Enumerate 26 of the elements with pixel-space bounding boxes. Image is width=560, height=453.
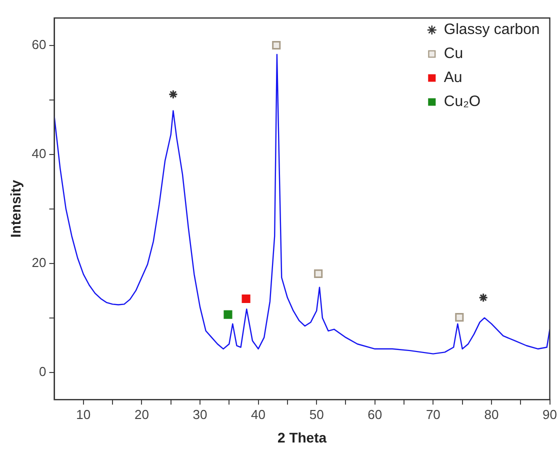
legend-label: Glassy carbon (444, 21, 540, 38)
point (478, 292, 488, 302)
x-tick-label: 10 (76, 406, 91, 422)
legend-label: Au (444, 69, 462, 86)
point (168, 90, 178, 100)
point (455, 313, 464, 322)
x-tick-label: 60 (368, 406, 382, 422)
legend-label: Cu₂O (444, 93, 481, 110)
x-tick-label: 50 (309, 406, 324, 422)
x-tick-label: 90 (542, 406, 558, 422)
y-axis-title: Intensity (7, 180, 24, 238)
x-tick-label: 30 (192, 406, 208, 422)
point (314, 269, 323, 278)
x-tick-label: 20 (134, 406, 149, 422)
y-tick-label: 20 (32, 254, 46, 270)
x-tick-label: 70 (426, 406, 440, 422)
y-tick-label: 60 (32, 36, 46, 52)
legend-label: Cu (444, 45, 464, 62)
point (272, 40, 281, 50)
y-tick-label: 40 (32, 146, 46, 161)
x-tick-label: 40 (251, 406, 266, 422)
x-tick-label: 80 (484, 406, 499, 422)
y-tick-label: 0 (39, 364, 46, 379)
point (242, 294, 250, 304)
x-axis-title: 2 Theta (278, 429, 327, 446)
point (224, 310, 232, 319)
